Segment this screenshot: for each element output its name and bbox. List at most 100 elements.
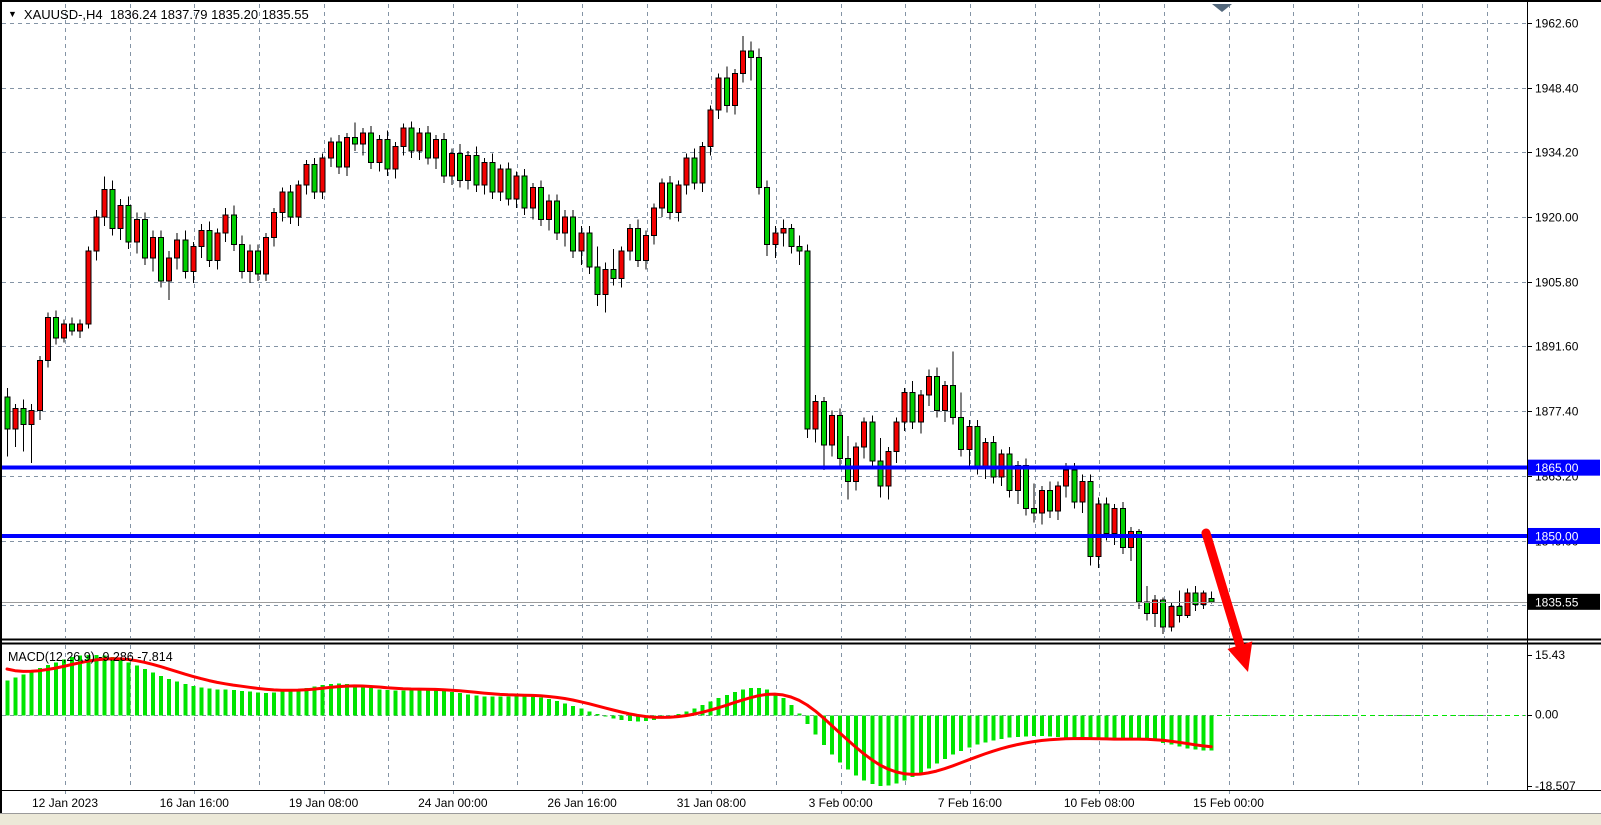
time-axis-label: 10 Feb 08:00 [1064, 796, 1135, 810]
candle-body [133, 218, 140, 243]
candle-body [376, 139, 383, 163]
candle-body [117, 205, 124, 229]
candle-body [925, 376, 932, 396]
candle-body [570, 216, 577, 252]
candle-body [529, 186, 536, 209]
candle-body [206, 230, 213, 261]
candle-body [85, 250, 92, 325]
candle-body [1063, 469, 1070, 487]
candle-body [780, 227, 787, 234]
trend-arrow-head[interactable] [1227, 641, 1253, 672]
candle-body [828, 414, 835, 446]
chart-shift-marker-icon[interactable] [1212, 4, 1232, 12]
candle-body [804, 250, 811, 430]
chart-title: ▼ XAUUSD-,H4 1836.24 1837.79 1835.20 183… [8, 7, 309, 22]
candle-body [335, 141, 342, 168]
candle-body [1022, 464, 1029, 510]
candle-body [651, 207, 658, 236]
trend-arrow-shaft[interactable] [1201, 528, 1245, 650]
candle-body [683, 157, 690, 186]
macd-axis-tick-label: 0.00 [1535, 708, 1559, 722]
candle-body [440, 139, 447, 177]
window-border-top [0, 0, 1601, 2]
candle-body [554, 200, 561, 234]
candle-body [731, 73, 738, 106]
candle-body [578, 232, 585, 252]
candle-body [69, 323, 76, 332]
candle-body [319, 157, 326, 193]
candle-body [715, 77, 722, 111]
candle-body [489, 161, 496, 193]
time-axis-label: 15 Feb 00:00 [1193, 796, 1264, 810]
candle-body [869, 421, 876, 462]
time-axis-label: 3 Feb 00:00 [809, 796, 873, 810]
candle-body [214, 232, 221, 261]
candle-body [392, 145, 399, 170]
macd-signal-line [5, 657, 1213, 776]
candle-body [255, 250, 262, 275]
candle-body [764, 186, 771, 245]
candle-body [1208, 598, 1215, 603]
candle-body [125, 205, 132, 243]
candle-body [513, 175, 520, 200]
candle-body [675, 184, 682, 214]
candle-body [1071, 469, 1078, 503]
candle-body [174, 239, 181, 259]
bid-price-tag-label: 1835.55 [1535, 595, 1579, 609]
candle-body [198, 230, 205, 248]
candle-body [618, 250, 625, 280]
macd-indicator-label: MACD(12,26,9) -9.286 -7.814 [8, 650, 173, 664]
price-axis-tick-label: 1948.40 [1535, 82, 1579, 96]
candle-body [1168, 606, 1175, 628]
candle-body [12, 407, 19, 430]
candle-body [473, 155, 480, 186]
candle-body [141, 218, 148, 259]
level-price-tag-label: 1850.00 [1535, 529, 1579, 543]
candle-body [222, 214, 229, 234]
candle-body [974, 426, 981, 469]
candle-body [845, 458, 852, 482]
price-axis-tick-label: 1934.20 [1535, 146, 1579, 160]
price-axis-tick-label: 1920.00 [1535, 211, 1579, 225]
candle-body [756, 57, 763, 188]
candle-body [667, 182, 674, 214]
macd-axis-tick-label: 15.43 [1535, 648, 1565, 662]
candle-body [457, 152, 464, 182]
level-price-tag-bg [1528, 459, 1600, 476]
candle-body [400, 127, 407, 147]
window-strip-bg [0, 813, 1601, 825]
candle-body [586, 232, 593, 268]
candle-body [93, 216, 100, 252]
candle-body [950, 385, 957, 419]
candle-body [287, 191, 294, 218]
candle-body [449, 152, 456, 177]
candle-body [182, 239, 189, 273]
candle-body [537, 186, 544, 220]
price-axis-tick-label: 1891.60 [1535, 340, 1579, 354]
candle-body [238, 243, 245, 273]
candle-body [77, 323, 84, 332]
candle-body [1135, 530, 1142, 603]
candle-body [4, 396, 11, 430]
candle-body [166, 257, 173, 282]
candle-body [820, 401, 827, 446]
symbol-dropdown-icon[interactable]: ▼ [8, 9, 17, 19]
candle-body [610, 268, 617, 280]
candle-body [748, 50, 755, 59]
candle-body [942, 385, 949, 412]
candle-body [958, 417, 965, 450]
candle-body [966, 426, 973, 450]
candle-body [545, 200, 552, 220]
candle-body [343, 136, 350, 168]
candle-body [61, 323, 68, 339]
candle-body [149, 237, 156, 259]
candle-body [384, 139, 391, 170]
candle-body [836, 414, 843, 460]
candle-body [1006, 453, 1013, 491]
time-axis-label: 31 Jan 08:00 [677, 796, 747, 810]
candle-body [1095, 503, 1102, 557]
candle-body [416, 132, 423, 152]
candle-body [1047, 489, 1054, 512]
